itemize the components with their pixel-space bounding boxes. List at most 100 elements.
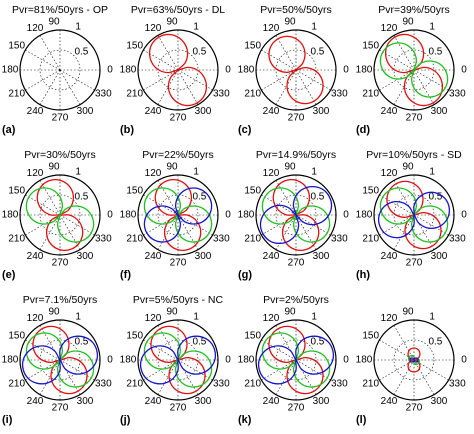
angle-tick-label: 0 <box>343 355 349 366</box>
angle-tick-label: 120 <box>263 23 280 34</box>
angle-tick-label: 120 <box>27 313 44 324</box>
angle-grid <box>413 214 449 236</box>
angle-tick-label: 330 <box>449 379 466 390</box>
radial-tick-label: 1 <box>429 22 435 33</box>
angle-tick-label: 330 <box>213 379 230 390</box>
series-curve <box>21 335 99 385</box>
angle-tick-label: 240 <box>27 396 44 407</box>
angle-tick-label: 150 <box>126 41 143 52</box>
series-curve <box>257 335 335 385</box>
angle-tick-label: 300 <box>195 251 212 262</box>
chart-title: Pvr=2%/50yrs <box>263 294 329 306</box>
radial-grid <box>275 339 317 381</box>
panel-label: (j) <box>120 414 131 426</box>
angle-tick-label: 330 <box>449 89 466 100</box>
angle-grid <box>413 69 449 91</box>
angle-tick-label: 240 <box>381 396 398 407</box>
radial-tick-label: 1 <box>75 312 81 323</box>
angle-tick-label: 150 <box>126 186 143 197</box>
angle-tick-label: 150 <box>126 331 143 342</box>
radial-tick-label: 1 <box>193 312 199 323</box>
angle-tick-label: 0 <box>225 355 231 366</box>
panel-label: (f) <box>120 269 131 281</box>
angle-tick-label: 300 <box>431 251 448 262</box>
angle-tick-label: 150 <box>244 41 261 52</box>
angle-tick-label: 90 <box>48 17 60 28</box>
radial-grid <box>393 194 435 236</box>
angle-tick-label: 180 <box>238 355 255 366</box>
angle-tick-label: 180 <box>238 65 255 76</box>
angle-tick-label: 180 <box>356 65 373 76</box>
angle-tick-label: 240 <box>27 106 44 117</box>
angle-tick-label: 300 <box>195 106 212 117</box>
panel-label: (d) <box>356 124 370 136</box>
angle-tick-label: 300 <box>313 396 330 407</box>
panel-label: (k) <box>238 414 252 426</box>
panel-label: (b) <box>120 124 134 136</box>
radial-tick-label: 0.5 <box>310 336 324 347</box>
angle-grid <box>157 35 179 71</box>
series-curve <box>386 180 442 250</box>
panel-label: (g) <box>238 269 252 281</box>
angle-tick-label: 150 <box>244 331 261 342</box>
radial-grid <box>157 194 199 236</box>
angle-grid <box>25 194 61 216</box>
chart-title: Pvr=63%/50yrs - DL <box>131 4 225 16</box>
angle-tick-label: 180 <box>356 210 373 221</box>
angle-grid <box>413 359 435 395</box>
angle-tick-label: 120 <box>27 23 44 34</box>
radial-grid <box>39 339 81 381</box>
angle-grid <box>275 35 297 71</box>
panel-label: (a) <box>2 124 16 136</box>
angle-tick-label: 300 <box>313 251 330 262</box>
angle-tick-label: 90 <box>166 307 178 318</box>
angle-tick-label: 90 <box>402 307 414 318</box>
angle-tick-label: 90 <box>284 17 296 28</box>
angle-tick-label: 210 <box>244 379 261 390</box>
series-curve <box>32 325 88 395</box>
radial-tick-label: 1 <box>311 167 317 178</box>
angle-tick-label: 150 <box>362 186 379 197</box>
series-curve <box>377 191 451 239</box>
radial-tick-label: 0.5 <box>428 191 442 202</box>
angle-tick-label: 150 <box>244 186 261 197</box>
angle-tick-label: 240 <box>263 396 280 407</box>
angle-tick-label: 210 <box>244 234 261 245</box>
panel-label: (l) <box>356 414 367 426</box>
chart-title: Pvr=81%/50yrs - OP <box>12 4 108 16</box>
radial-tick-label: 1 <box>75 22 81 33</box>
angle-tick-label: 90 <box>284 162 296 173</box>
angle-grid <box>143 49 179 71</box>
angle-tick-label: 270 <box>52 113 69 124</box>
radial-tick-label: 1 <box>311 22 317 33</box>
angle-tick-label: 210 <box>126 379 143 390</box>
angle-grid <box>157 214 179 250</box>
radial-tick-label: 0.5 <box>74 46 88 57</box>
angle-grid <box>39 35 61 71</box>
angle-tick-label: 180 <box>120 210 137 221</box>
angle-grid <box>59 69 81 105</box>
angle-tick-label: 120 <box>145 23 162 34</box>
angle-grid <box>261 49 297 71</box>
angle-tick-label: 0 <box>343 210 349 221</box>
series-curve <box>379 42 449 98</box>
angle-tick-label: 210 <box>362 89 379 100</box>
angle-tick-label: 240 <box>381 251 398 262</box>
radial-tick-label: 1 <box>429 167 435 178</box>
chart-title: Pvr=22%/50yrs <box>142 149 214 161</box>
angle-tick-label: 300 <box>77 106 94 117</box>
angle-tick-label: 90 <box>284 307 296 318</box>
angle-tick-label: 240 <box>263 106 280 117</box>
angle-tick-label: 240 <box>145 396 162 407</box>
series-curve <box>154 178 202 252</box>
angle-tick-label: 240 <box>145 106 162 117</box>
chart-title: Pvr=39%/50yrs <box>378 4 450 16</box>
angle-tick-label: 300 <box>431 396 448 407</box>
angle-grid <box>177 69 199 105</box>
series-curve <box>143 187 213 243</box>
angle-tick-label: 210 <box>244 89 261 100</box>
angle-tick-label: 0 <box>107 210 113 221</box>
angle-tick-label: 210 <box>126 234 143 245</box>
angle-tick-label: 0 <box>225 210 231 221</box>
